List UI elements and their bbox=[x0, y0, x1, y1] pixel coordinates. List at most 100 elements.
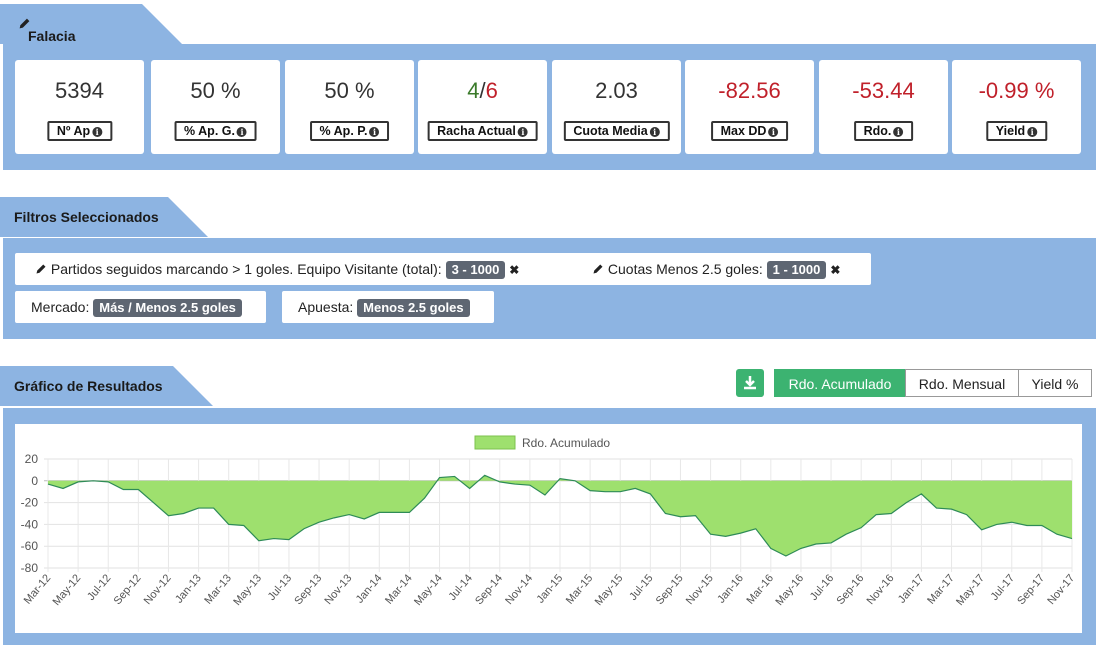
x-tick-label: Sep-15 bbox=[654, 572, 686, 607]
stat-label-text: % Ap. P. bbox=[319, 124, 368, 138]
filter-badge: 3 - 1000 bbox=[445, 261, 506, 280]
stat-label[interactable]: Yield i bbox=[985, 121, 1048, 141]
results-title: Gráfico de Resultados bbox=[14, 378, 163, 394]
x-tick-label: Jul-14 bbox=[446, 572, 474, 603]
stat-card: -0.99 % Yield i bbox=[952, 60, 1081, 154]
x-tick-label: Mar-17 bbox=[925, 572, 957, 606]
stat-card: 5394 Nº Ap i bbox=[15, 60, 144, 154]
filters-tab: Filtros Seleccionados bbox=[0, 197, 208, 237]
series-line bbox=[47, 474, 1073, 557]
tab-yield[interactable]: Yield % bbox=[1018, 369, 1092, 397]
x-tick-label: Mar-13 bbox=[202, 572, 234, 606]
info-icon[interactable]: i bbox=[768, 126, 779, 137]
mercado-chip: Mercado: Más / Menos 2.5 goles bbox=[15, 291, 266, 323]
x-tick-label: Nov-17 bbox=[1045, 572, 1077, 607]
x-tick-label: May-13 bbox=[231, 572, 264, 608]
title-tab: Falacia Under bbox=[0, 4, 182, 44]
x-tick-label: Jul-13 bbox=[266, 572, 294, 603]
x-tick-label: Nov-12 bbox=[142, 572, 174, 607]
results-tab: Gráfico de Resultados bbox=[0, 366, 213, 406]
remove-filter-icon[interactable]: ✖ bbox=[509, 263, 520, 277]
series-area bbox=[48, 475, 1072, 557]
x-tick-label: Sep-14 bbox=[473, 572, 505, 607]
x-tick-label: May-12 bbox=[51, 572, 84, 608]
chart-container: 20 0 -20 -40 -60 -80 Mar-12 May-12 Jul-12 Sep-12 N… bbox=[15, 424, 1082, 633]
stat-value: 5394 bbox=[55, 78, 104, 103]
filter-chip-cuotas[interactable]: Cuotas Menos 2.5 goles: 1 - 1000 ✖ bbox=[572, 253, 871, 285]
tab-rdo-mensual[interactable]: Rdo. Mensual bbox=[905, 369, 1019, 397]
info-icon[interactable]: i bbox=[1027, 126, 1038, 137]
stat-label[interactable]: % Ap. G. i bbox=[174, 121, 257, 141]
x-tick-label: Mar-15 bbox=[564, 572, 596, 606]
stat-label[interactable]: % Ap. P. i bbox=[309, 121, 390, 141]
stat-label-text: % Ap. G. bbox=[184, 124, 235, 138]
stat-card: -53.44 Rdo. i bbox=[819, 60, 948, 154]
stat-label-text: Nº Ap bbox=[56, 124, 91, 138]
stat-value: 50 % bbox=[324, 78, 375, 103]
stat-card: 4/6 Racha Actual i bbox=[418, 60, 547, 154]
pencil-icon[interactable] bbox=[18, 17, 31, 30]
stat-value: 2.03 bbox=[595, 78, 638, 103]
x-tick-label: Mar-12 bbox=[22, 572, 54, 606]
download-button[interactable] bbox=[736, 369, 764, 397]
stat-label-text: Yield bbox=[995, 124, 1026, 138]
pencil-icon[interactable] bbox=[592, 263, 604, 275]
filter-text: Partidos seguidos marcando > 1 goles. Eq… bbox=[50, 261, 442, 277]
stat-label-text: Cuota Media bbox=[573, 124, 648, 138]
stat-card: 50 % % Ap. P. i bbox=[285, 60, 414, 154]
tab-rdo-acumulado[interactable]: Rdo. Acumulado bbox=[774, 369, 906, 397]
remove-filter-icon[interactable]: ✖ bbox=[830, 263, 841, 277]
x-tick-label: Jan-13 bbox=[173, 572, 204, 605]
info-icon[interactable]: i bbox=[92, 126, 103, 137]
apuesta-badge: Menos 2.5 goles bbox=[357, 299, 470, 318]
x-tick-label: Jan-15 bbox=[534, 572, 565, 605]
info-icon[interactable]: i bbox=[517, 126, 528, 137]
stat-value: -53.44 bbox=[852, 78, 915, 103]
stat-label[interactable]: Nº Ap i bbox=[46, 121, 113, 141]
stat-label[interactable]: Rdo. i bbox=[853, 121, 914, 141]
y-tick-label: 0 bbox=[31, 474, 38, 488]
stat-value: -82.56 bbox=[718, 78, 781, 103]
stat-label[interactable]: Cuota Media i bbox=[563, 121, 670, 141]
filters-title: Filtros Seleccionados bbox=[14, 209, 159, 225]
x-tick-label: Jan-16 bbox=[715, 572, 746, 605]
info-icon[interactable]: i bbox=[236, 126, 247, 137]
x-tick-label: Jul-17 bbox=[989, 572, 1017, 603]
x-tick-label: May-17 bbox=[954, 572, 987, 608]
download-icon bbox=[744, 376, 756, 390]
info-icon[interactable]: i bbox=[649, 126, 660, 137]
apuesta-label: Apuesta: bbox=[298, 299, 354, 315]
legend-swatch bbox=[474, 435, 516, 450]
legend-label: Rdo. Acumulado bbox=[522, 436, 610, 450]
stat-card: -82.56 Max DD i bbox=[685, 60, 814, 154]
apuesta-chip: Apuesta: Menos 2.5 goles bbox=[282, 291, 494, 323]
stats-band: 5394 Nº Ap i 50 %% Ap. G. i 50 %% Ap. P. i 4/6 R… bbox=[3, 44, 1096, 170]
x-tick-label: May-15 bbox=[593, 572, 626, 608]
x-tick-label: Jan-14 bbox=[354, 572, 385, 605]
x-tick-label: Jul-12 bbox=[85, 572, 113, 603]
stat-value: 50 % bbox=[190, 78, 241, 103]
info-icon[interactable]: i bbox=[369, 126, 380, 137]
filter-chip-partidos[interactable]: Partidos seguidos marcando > 1 goles. Eq… bbox=[15, 253, 576, 285]
stat-card: 2.03 Cuota Media i bbox=[552, 60, 681, 154]
stat-value: -0.99 % bbox=[978, 78, 1055, 103]
streak-separator: / bbox=[479, 78, 486, 103]
filter-text: Cuotas Menos 2.5 goles: bbox=[607, 261, 763, 277]
stat-label[interactable]: Racha Actual i bbox=[427, 121, 538, 141]
pencil-icon[interactable] bbox=[35, 263, 47, 275]
y-tick-label: -40 bbox=[21, 517, 39, 531]
page-title: Falacia Under bbox=[14, 16, 31, 32]
stat-label-text: Max DD bbox=[720, 124, 767, 138]
mercado-badge: Más / Menos 2.5 goles bbox=[93, 299, 242, 318]
x-tick-label: Mar-16 bbox=[745, 572, 777, 606]
x-tick-label: Sep-13 bbox=[292, 572, 324, 607]
stat-label[interactable]: Max DD i bbox=[710, 121, 789, 141]
x-tick-label: May-16 bbox=[773, 572, 806, 608]
stat-card: 50 % % Ap. G. i bbox=[151, 60, 280, 154]
streak-losses: 6 bbox=[485, 78, 498, 103]
x-tick-label: Nov-14 bbox=[503, 572, 535, 607]
filter-badge: 1 - 1000 bbox=[766, 261, 827, 280]
info-icon[interactable]: i bbox=[893, 126, 904, 137]
x-tick-label: Sep-17 bbox=[1015, 572, 1047, 607]
